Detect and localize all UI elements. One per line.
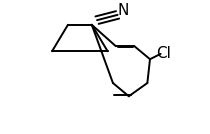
Text: N: N [117,3,129,18]
Text: Cl: Cl [156,46,171,61]
